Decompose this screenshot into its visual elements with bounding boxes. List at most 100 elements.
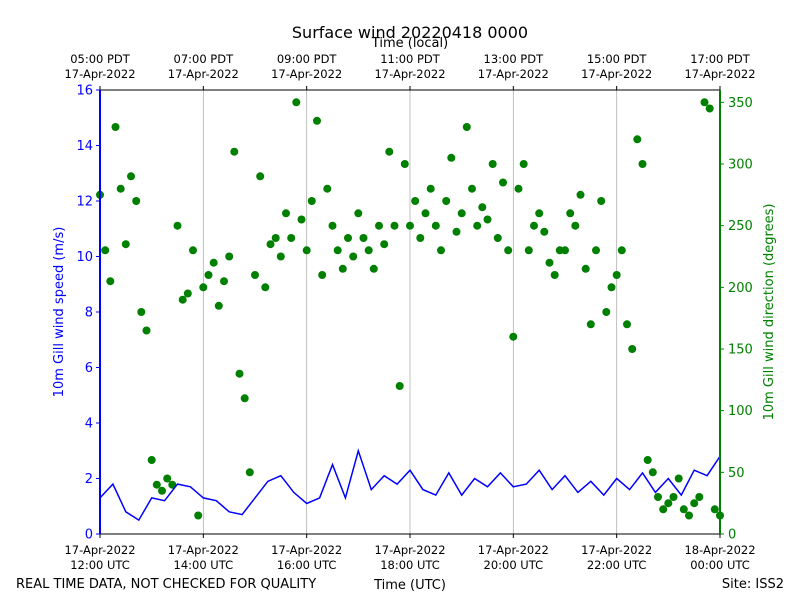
direction-point [364, 246, 373, 255]
bottom-tick-date-4: 17-Apr-2022 [478, 543, 549, 557]
direction-point [483, 215, 492, 224]
direction-point [581, 264, 590, 273]
right-tick-label-3: 150 [728, 343, 753, 358]
direction-point [685, 511, 693, 520]
direction-point [674, 474, 683, 483]
bottom-tick-date-2: 17-Apr-2022 [271, 543, 342, 557]
direction-point [183, 289, 192, 298]
direction-point [710, 505, 719, 514]
left-axis-label: 10m Gill wind speed (m/s) [52, 227, 67, 398]
direction-point [307, 197, 316, 205]
direction-point [406, 221, 414, 230]
direction-point [592, 246, 600, 255]
direction-point [318, 271, 327, 279]
top-tick-time-0: 05:00 PDT [70, 52, 131, 66]
direction-point [214, 301, 223, 310]
direction-point [344, 234, 352, 242]
direction-point [297, 215, 306, 224]
direction-point [302, 246, 311, 255]
direction-point [251, 271, 259, 279]
direction-point [411, 197, 420, 205]
top-tick-date-4: 17-Apr-2022 [478, 67, 549, 81]
direction-point [390, 221, 399, 230]
direction-point [545, 258, 554, 267]
direction-scatter [96, 98, 724, 520]
direction-point [199, 283, 208, 292]
bottom-tick-time-2: 16:00 UTC [277, 558, 337, 572]
left-tick-label-4: 8 [85, 306, 93, 321]
direction-point [395, 382, 404, 390]
top-axis-label: Time (local) [371, 36, 448, 51]
top-tick-time-2: 09:00 PDT [277, 52, 338, 66]
direction-point [152, 480, 161, 489]
direction-point [633, 135, 642, 144]
direction-point [700, 98, 709, 107]
direction-point [385, 147, 394, 156]
bottom-tick-date-6: 18-Apr-2022 [684, 543, 755, 557]
direction-point [509, 332, 518, 341]
top-tick-time-3: 11:00 PDT [380, 52, 441, 66]
footer-quality-note: REAL TIME DATA, NOT CHECKED FOR QUALITY [16, 577, 316, 592]
direction-point [447, 153, 456, 162]
bottom-tick-time-5: 22:00 UTC [587, 558, 647, 572]
direction-point [349, 252, 358, 261]
direction-point [168, 480, 177, 489]
direction-point [617, 246, 626, 255]
direction-point [132, 197, 141, 205]
top-tick-date-1: 17-Apr-2022 [168, 67, 239, 81]
direction-point [106, 277, 115, 286]
right-tick-label-5: 250 [728, 219, 753, 234]
direction-point [261, 283, 270, 292]
left-tick-label-7: 14 [76, 139, 93, 154]
direction-point [638, 160, 647, 168]
direction-point [380, 240, 389, 249]
direction-point [400, 160, 409, 168]
right-tick-label-7: 350 [728, 96, 753, 111]
direction-point [189, 246, 197, 255]
direction-point [597, 197, 606, 205]
direction-point [163, 474, 172, 483]
direction-point [561, 246, 569, 255]
direction-point [679, 505, 688, 514]
direction-point [194, 511, 203, 520]
direction-point [643, 456, 652, 464]
direction-point [354, 209, 363, 218]
direction-point [127, 172, 135, 181]
left-tick-label-8: 16 [76, 84, 93, 99]
bottom-tick-time-1: 14:00 UTC [174, 558, 234, 572]
direction-point [524, 246, 533, 255]
direction-point [225, 252, 234, 261]
right-axis-label: 10m Gill wind direction (degrees) [762, 204, 777, 421]
direction-point [426, 184, 435, 193]
right-tick-label-6: 300 [728, 158, 753, 173]
direction-point [514, 184, 523, 193]
direction-point [282, 209, 290, 218]
direction-point [287, 234, 296, 242]
right-axis-ticks: 0 50 100 150 200 250 300 350 [720, 96, 753, 543]
right-tick-label-0: 0 [728, 528, 736, 543]
top-tick-date-6: 17-Apr-2022 [684, 67, 755, 81]
bottom-tick-date-3: 17-Apr-2022 [374, 543, 445, 557]
chart-title: Surface wind 20220418 0000 [292, 23, 528, 42]
direction-point [121, 240, 130, 249]
grid-lines [202, 90, 618, 534]
direction-point [292, 98, 301, 107]
bottom-tick-time-0: 12:00 UTC [70, 558, 130, 572]
direction-point [256, 172, 265, 181]
direction-point [478, 203, 487, 212]
direction-point [535, 209, 544, 218]
direction-point [209, 258, 218, 267]
bottom-tick-time-6: 00:00 UTC [690, 558, 750, 572]
direction-point [550, 271, 559, 279]
direction-point [457, 209, 466, 218]
direction-point [431, 221, 440, 230]
direction-point [158, 486, 166, 495]
direction-point [648, 468, 657, 477]
direction-point [586, 320, 595, 329]
direction-point [690, 499, 699, 508]
direction-point [178, 295, 187, 304]
direction-point [276, 252, 285, 261]
direction-point [220, 277, 228, 286]
direction-point [369, 264, 378, 273]
top-tick-time-4: 13:00 PDT [484, 52, 545, 66]
